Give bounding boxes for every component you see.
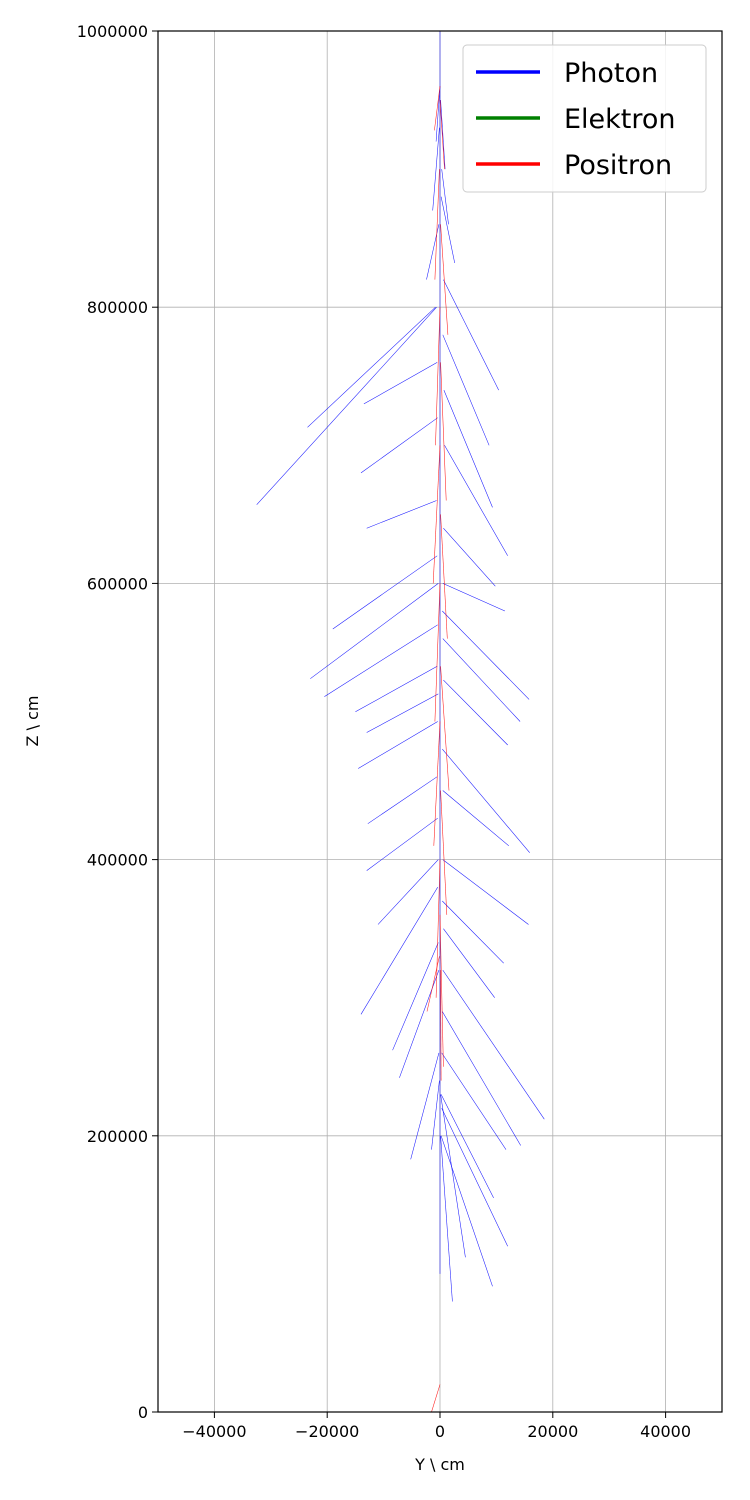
photon-track	[440, 196, 455, 264]
positron-track	[426, 956, 440, 1012]
positron-track	[434, 583, 441, 722]
positron-track	[434, 169, 440, 280]
positron-track	[435, 307, 441, 446]
photon-track	[440, 1135, 453, 1302]
positron-track	[432, 445, 441, 584]
legend-label-elektron: Elektron	[564, 104, 676, 135]
photon-track	[442, 638, 521, 722]
photon-track	[443, 679, 508, 746]
x-tick-label: 20000	[527, 1422, 578, 1441]
positron-track	[440, 362, 447, 501]
photon-track	[442, 969, 545, 1120]
positron-track	[440, 514, 448, 639]
y-axis-label: Z \ cm	[23, 696, 42, 747]
photon-track	[432, 127, 440, 211]
photon-track	[442, 790, 509, 847]
positron-track	[435, 859, 441, 998]
photon-track	[442, 1011, 521, 1146]
positron-track	[431, 1384, 441, 1413]
photon-track	[431, 1080, 440, 1150]
photon-track	[324, 624, 438, 697]
positron-track	[439, 99, 445, 170]
x-tick-label: 0	[435, 1422, 445, 1441]
y-tick-label: 200000	[87, 1127, 148, 1146]
positron-track	[440, 790, 448, 915]
photon-track	[355, 666, 438, 713]
series-positron	[426, 86, 450, 1413]
legend-box	[462, 44, 707, 193]
plot-area	[256, 31, 545, 1413]
photon-track	[444, 445, 508, 556]
positron-track	[440, 666, 450, 791]
photon-track	[442, 900, 504, 964]
photon-track	[332, 555, 438, 630]
photon-track	[442, 583, 506, 612]
photon-track	[442, 859, 529, 925]
legend-label-photon: Photon	[564, 58, 658, 89]
photon-track	[442, 610, 530, 700]
x-tick-label: −40000	[182, 1422, 246, 1441]
photon-track	[367, 776, 438, 824]
ticks: −40000 −20000 0 20000 4000002000004000006000…	[77, 22, 691, 1441]
photon-track	[435, 86, 441, 142]
y-tick-label: 400000	[87, 851, 148, 870]
photon-track	[310, 583, 439, 679]
positron-track	[433, 721, 441, 846]
series-photon	[256, 31, 545, 1302]
photon-track	[363, 362, 438, 405]
photon-track	[441, 169, 449, 225]
photon-track	[443, 389, 493, 508]
photon-track	[440, 1135, 493, 1287]
photon-track	[442, 748, 530, 853]
photon-track	[307, 306, 436, 428]
positron-track	[440, 224, 449, 335]
photon-track	[410, 1052, 440, 1160]
photon-track	[441, 1108, 508, 1247]
positron-track	[439, 914, 444, 1067]
photon-track	[443, 928, 495, 998]
photon-track	[442, 334, 490, 446]
legend: Photon Elektron Positron	[462, 44, 707, 193]
legend-label-positron: Positron	[564, 150, 672, 181]
photon-track	[358, 721, 438, 769]
photon-track	[443, 279, 499, 391]
photon-track	[441, 1052, 507, 1150]
x-axis-label: Y \ cm	[414, 1455, 465, 1474]
x-tick-label: −20000	[295, 1422, 359, 1441]
y-tick-label: 800000	[87, 298, 148, 317]
photon-track	[443, 528, 496, 587]
y-tick-label: 0	[138, 1403, 148, 1422]
x-tick-label: 40000	[640, 1422, 691, 1441]
photon-track	[360, 417, 438, 474]
photon-track	[440, 99, 446, 170]
photon-track	[440, 1094, 466, 1258]
photon-track	[366, 817, 438, 871]
positron-track	[434, 86, 441, 131]
photon-track	[256, 307, 437, 505]
photon-track	[392, 942, 439, 1051]
positron-track	[440, 970, 442, 1081]
photon-track	[360, 887, 438, 1015]
photon-track	[377, 859, 439, 925]
y-tick-label: 1000000	[77, 22, 148, 41]
photon-track	[366, 693, 439, 733]
photon-track	[366, 500, 437, 529]
photon-track	[440, 1094, 494, 1199]
y-tick-label: 600000	[87, 574, 148, 593]
